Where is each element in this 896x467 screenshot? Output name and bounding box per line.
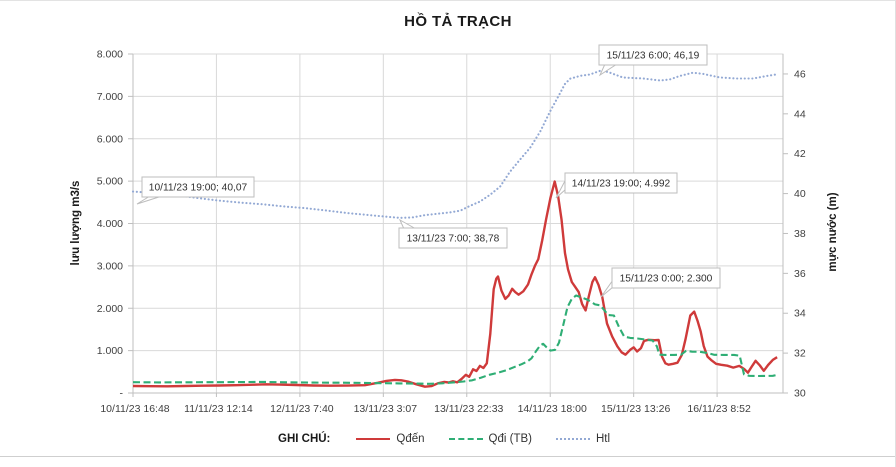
y-left-tick-label: 5.000 — [97, 176, 123, 188]
y-right-tick-label: 38 — [794, 228, 806, 240]
annotation-box — [598, 44, 708, 66]
legend-item-label: Qđến — [396, 433, 425, 445]
annotation-box — [564, 172, 678, 194]
legend-caption: GHI CHÚ: — [278, 433, 331, 445]
y-left-tick-label: 3.000 — [97, 260, 123, 272]
x-tick-label: 10/11/23 16:48 — [100, 403, 169, 415]
y-right-tick-label: 36 — [794, 268, 806, 280]
legend-item-label: Htl — [595, 433, 611, 445]
x-tick-label: 12/11/23 7:40 — [270, 403, 334, 415]
annotation-label: 14/11/23 19:00; 4.992 — [572, 179, 671, 190]
y-right-axis-title: mực nước (m) — [827, 192, 839, 272]
annotation-box — [611, 267, 721, 289]
annotation-box — [141, 176, 255, 198]
y-left-tick-label: 7.000 — [97, 91, 123, 103]
x-tick-label: 15/11/23 13:26 — [601, 403, 670, 415]
series-line-qdi — [132, 294, 778, 385]
legend-item-qdi: Qđi (TB) — [448, 433, 532, 445]
y-right-tick-label: 40 — [794, 188, 806, 200]
annotation-label: 15/11/23 6:00; 46,19 — [607, 51, 700, 62]
qdi-line-sample-icon — [448, 438, 483, 440]
chart-legend: GHI CHÚ: Qđến Qđi (TB) Htl — [278, 430, 634, 448]
x-tick-label: 13/11/23 22:33 — [434, 403, 503, 415]
y-right-tick-label: 34 — [794, 308, 806, 320]
chart-title: HỒ TẢ TRẠCH — [404, 13, 512, 30]
x-tick-label: 16/11/23 8:52 — [687, 403, 751, 415]
sheet-row-gridline — [0, 456, 895, 457]
y-right-tick-label: 46 — [794, 68, 806, 80]
annotation-label: 15/11/23 0:00; 2.300 — [620, 274, 713, 285]
annotation-label: 13/11/23 7:00; 38,78 — [407, 234, 500, 245]
y-right-tick-label: 42 — [794, 148, 806, 160]
series-line-htl — [131, 69, 776, 219]
y-left-tick-label: 6.000 — [97, 133, 123, 145]
y-left-tick-label: 2.000 — [97, 303, 123, 315]
legend-item-htl: Htl — [555, 433, 611, 445]
y-left-tick-label: 8.000 — [97, 49, 123, 61]
y-right-tick-label: 30 — [794, 388, 806, 400]
qden-line-sample-icon — [356, 438, 391, 440]
legend-item-qden: Qđến — [356, 433, 425, 445]
y-right-tick-label: 44 — [794, 108, 806, 120]
series-line-qden — [132, 180, 778, 388]
htl-line-sample-icon — [555, 438, 590, 440]
y-left-tick-label: 1.000 — [97, 345, 123, 357]
x-tick-label: 14/11/23 18:00 — [518, 403, 587, 415]
annotation-label: 10/11/23 19:00; 40,07 — [149, 183, 248, 194]
y-left-tick-label: 4.000 — [97, 218, 123, 230]
legend-item-label: Qđi (TB) — [488, 433, 532, 445]
y-left-tick-label: - — [120, 388, 124, 400]
x-tick-label: 11/11/23 12:14 — [184, 403, 253, 415]
annotation-pointer — [600, 278, 614, 298]
x-tick-label: 13/11/23 3:07 — [354, 403, 418, 415]
annotation-box — [398, 227, 508, 249]
y-right-tick-label: 32 — [794, 348, 806, 360]
y-left-axis-title: lưu lượng m3/s — [70, 180, 82, 266]
